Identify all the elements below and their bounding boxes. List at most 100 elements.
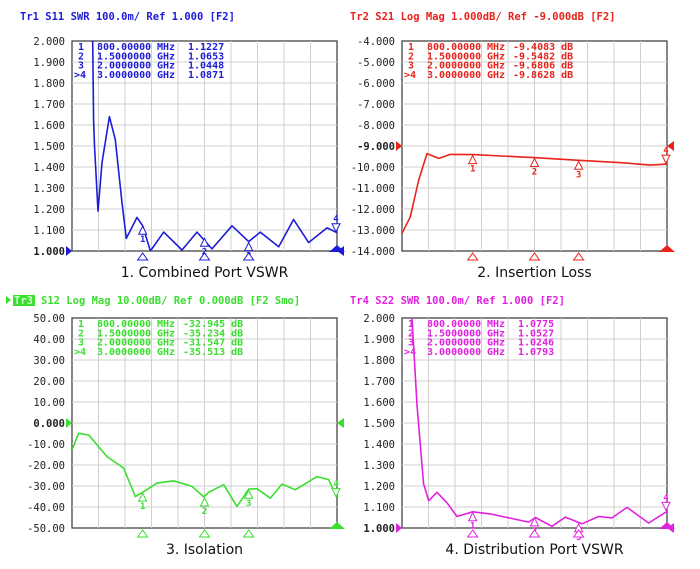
stimulus-marker-4-icon <box>329 522 345 529</box>
marker-frequency: 800.00000 <box>427 42 481 53</box>
marker-table-row: 1 800.00000 MHz -9.4083 dB <box>408 42 573 53</box>
reference-left-arrow-icon <box>396 141 402 151</box>
marker-table-row: 3 2.0000000 GHz 1.0448 <box>78 61 224 72</box>
trace-line <box>402 152 667 234</box>
marker-1-label: 1 <box>470 165 475 175</box>
y-tick-label: 1.200 <box>33 204 65 216</box>
y-tick-label: 1.100 <box>33 225 65 237</box>
marker-frequency: 800.00000 <box>97 42 151 53</box>
marker-4-triangle-icon <box>661 154 671 165</box>
y-tick-label: 2.000 <box>363 313 395 325</box>
marker-2-triangle-icon <box>199 237 210 247</box>
marker-4-triangle-icon <box>661 501 671 512</box>
trace-line <box>91 41 337 251</box>
stimulus-marker-1-icon <box>466 529 479 538</box>
marker-1-label: 1 <box>140 502 145 512</box>
trace-header: S12 Log Mag 10.00dB/ Ref 0.000dB [F2 Smo… <box>41 295 300 307</box>
marker-table-row: >4 3.0000000 GHz -9.8628 dB <box>404 70 573 81</box>
y-tick-label: 1.700 <box>33 99 65 111</box>
marker-number: 1 <box>408 42 414 53</box>
y-tick-label: 1.600 <box>33 120 65 132</box>
marker-table-row: 3 2.0000000 GHz -31.547 dB <box>78 338 243 349</box>
y-tick-label: -12.000 <box>351 204 395 216</box>
chart-panel-1: Tr1 S11 SWR 100.0m/ Ref 1.000 [F2] 2.000 1… <box>20 11 345 281</box>
marker-number: 1 <box>78 42 84 53</box>
y-tick-label: -14.000 <box>351 246 395 258</box>
y-tick-label: -13.000 <box>351 225 395 237</box>
y-tick-label: -8.000 <box>357 120 395 132</box>
marker-number: 2 <box>78 51 84 62</box>
stimulus-marker-1-icon <box>136 529 149 538</box>
marker-2-triangle-icon <box>529 516 540 527</box>
y-tick-label: 1.900 <box>33 57 65 69</box>
stimulus-marker-2-icon <box>198 252 211 261</box>
y-tick-label: -20.00 <box>27 460 65 472</box>
reference-right-arrow-icon <box>337 418 344 428</box>
marker-value: -35.234 dB <box>183 328 243 339</box>
stimulus-marker-1-icon <box>136 252 149 261</box>
marker-number: 3 <box>78 61 84 72</box>
marker-4-label: 4 <box>663 493 669 503</box>
active-trace-highlight <box>13 295 35 306</box>
y-tick-label: -10.00 <box>27 439 65 451</box>
marker-unit: GHz <box>487 51 505 62</box>
marker-number: >4 <box>74 70 86 81</box>
marker-3-triangle-icon <box>573 160 584 170</box>
marker-unit: GHz <box>487 338 505 349</box>
marker-number: >4 <box>404 347 416 358</box>
marker-3-triangle-icon <box>243 489 254 499</box>
trace-line <box>72 432 337 508</box>
stimulus-marker-1-icon <box>466 252 479 261</box>
marker-frequency: 1.5000000 <box>97 328 151 339</box>
marker-value: -9.4083 dB <box>513 42 573 53</box>
active-trace-arrow-icon <box>6 296 11 304</box>
marker-value: 1.0871 <box>188 70 224 81</box>
chart-caption: 1. Combined Port VSWR <box>121 265 289 281</box>
y-tick-label: 1.300 <box>363 460 395 472</box>
marker-3-label: 3 <box>246 499 251 509</box>
trace-line <box>411 318 667 528</box>
marker-table-row: >4 3.0000000 GHz 1.0871 <box>74 70 224 81</box>
trace-header: Tr1 S11 SWR 100.0m/ Ref 1.000 [F2] <box>20 11 235 23</box>
stimulus-marker-3-icon <box>572 529 585 538</box>
marker-table-row: 2 1.5000000 GHz 1.0653 <box>78 51 224 62</box>
y-tick-label: 20.00 <box>33 376 65 388</box>
y-tick-label: -6.000 <box>357 78 395 90</box>
y-tick-label: 1.100 <box>363 502 395 514</box>
y-tick-label: -11.000 <box>351 183 395 195</box>
marker-unit: MHz <box>487 42 505 53</box>
marker-frequency: 1.5000000 <box>427 328 481 339</box>
marker-unit: MHz <box>487 319 505 330</box>
marker-table-row: 2 1.5000000 GHz -9.5482 dB <box>408 51 573 62</box>
marker-1-triangle-icon <box>467 511 478 522</box>
chart-caption: 2. Insertion Loss <box>477 265 591 281</box>
y-tick-label: 1.000 <box>33 246 65 258</box>
marker-unit: GHz <box>487 61 505 72</box>
marker-2-triangle-icon <box>199 496 210 507</box>
marker-number: 2 <box>408 51 414 62</box>
marker-1-triangle-icon <box>467 154 478 165</box>
stimulus-marker-4-icon <box>329 245 345 252</box>
y-tick-label: -10.000 <box>351 162 395 174</box>
stimulus-marker-2-icon <box>528 529 541 538</box>
stimulus-marker-4-icon <box>659 522 675 529</box>
chart-panel-2: Tr2 S21 Log Mag 1.000dB/ Ref -9.000dB [F… <box>350 11 675 281</box>
marker-unit: MHz <box>157 319 175 330</box>
y-tick-label: 1.700 <box>363 376 395 388</box>
marker-value: 1.0775 <box>518 319 554 330</box>
y-tick-label: 1.500 <box>33 141 65 153</box>
marker-unit: GHz <box>487 70 505 81</box>
marker-unit: GHz <box>157 70 175 81</box>
marker-value: 1.0793 <box>518 347 554 358</box>
marker-3-triangle-icon <box>243 241 254 252</box>
marker-1-triangle-icon <box>137 492 148 502</box>
stimulus-marker-3-icon <box>242 529 255 538</box>
marker-frequency: 2.0000000 <box>427 61 481 72</box>
y-tick-label: 1.600 <box>363 397 395 409</box>
marker-value: -31.547 dB <box>183 338 243 349</box>
marker-table-row: 1 800.00000 MHz 1.1227 <box>78 42 224 53</box>
marker-frequency: 2.0000000 <box>97 61 151 72</box>
marker-value: -9.8628 dB <box>513 70 573 81</box>
y-tick-label: -9.000 <box>357 141 395 153</box>
